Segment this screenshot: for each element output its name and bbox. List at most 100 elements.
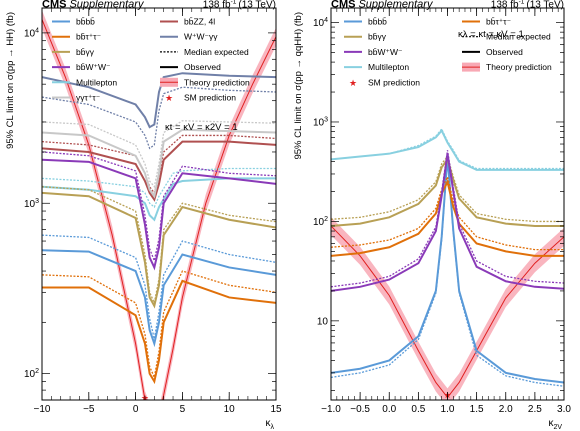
x-tick-label: −5 <box>83 404 95 415</box>
cms-header: CMS Supplementary <box>331 0 434 11</box>
legend-item-3: Median expected <box>462 32 551 42</box>
x-axis-label: κ2V <box>548 418 562 431</box>
y-tick-label: 102 <box>313 216 328 228</box>
lumi-label: 138 fb-1 (13 TeV) <box>491 0 564 11</box>
x-tick-label: 3.0 <box>557 404 571 415</box>
legend-item-5: Observed <box>462 47 523 57</box>
y-tick-base: 10 <box>313 217 325 228</box>
y-tick-base: 10 <box>24 28 36 39</box>
theory-line <box>42 19 276 400</box>
series-observed-0 <box>42 177 276 222</box>
x-tick-label: 10 <box>224 404 236 415</box>
x-tick-label: 0 <box>133 404 139 415</box>
legend-item-0: bb̄bb̄ <box>344 17 387 27</box>
chart-panel-1: ★−1.0 −0.5 0.0 0.5 1.0 1.5 2.0 2.5 3.01010210310… <box>293 0 571 431</box>
y-tick-exp: 2 <box>324 216 328 223</box>
legend-item-2: bb̄γγ <box>344 32 387 42</box>
energy-label: (13 TeV) <box>238 0 276 11</box>
x-axis-label: κλ <box>266 418 275 431</box>
x-axis-symbol: κ <box>266 418 272 429</box>
cms-label: CMS <box>42 0 66 11</box>
y-tick-label: 104 <box>313 17 328 29</box>
energy-label: (13 TeV) <box>526 0 564 11</box>
cms-header: CMS Supplementary <box>42 0 145 11</box>
legend-label: bb̄W⁺W⁻ <box>368 47 403 57</box>
series-expected-2 <box>331 174 564 251</box>
series-observed-0 <box>331 128 564 171</box>
series-expected-5 <box>42 186 276 306</box>
series-expected-4 <box>42 86 276 150</box>
supplementary-label: Supplementary <box>358 0 433 11</box>
x-tick-label: 0.0 <box>382 404 396 415</box>
cms-label: CMS <box>331 0 355 11</box>
legend-label: bb̄bb̄ <box>76 17 95 27</box>
y-tick-base: 10 <box>24 369 36 380</box>
legend-label: bb̄τ⁺τ⁻ <box>76 32 102 42</box>
series-expected-4 <box>331 150 564 288</box>
legend-item-6: Multilepton <box>344 62 409 72</box>
series-expected-1 <box>331 158 564 387</box>
series-observed-5 <box>42 191 276 309</box>
legend-item-3: W⁺W⁻γγ <box>160 32 218 42</box>
plot-area: ★ <box>42 10 276 400</box>
series-observed-1 <box>42 249 276 348</box>
legend-label: SM prediction <box>184 93 236 103</box>
x-tick-label: −10 <box>34 404 51 415</box>
y-tick-base: 10 <box>313 18 325 29</box>
series-expected-0 <box>42 167 276 209</box>
y-tick-base: 10 <box>313 117 325 128</box>
y-tick-exp: 4 <box>324 17 328 24</box>
y-tick-base: 10 <box>317 316 329 327</box>
x-tick-label: 15 <box>270 404 282 415</box>
lumi-exp: -1 <box>519 0 525 6</box>
lumi-value: 138 fb <box>203 0 231 11</box>
series-observed-3 <box>42 279 276 385</box>
legend-label: Multilepton <box>368 62 409 72</box>
legend-item-4: bb̄W⁺W⁻ <box>344 47 403 57</box>
legend-label: γγτ⁺τ⁻ <box>76 93 101 103</box>
legend-item-5: Median expected <box>160 47 249 57</box>
y-axis-label: 95% CL limit on σ(pp → HH) (fb) <box>5 12 16 149</box>
x-tick-label: 2.5 <box>528 404 542 415</box>
y-tick-exp: 4 <box>35 27 39 34</box>
series-expected-3 <box>42 270 276 380</box>
legend-label: bb̄ZZ, 4l <box>184 17 215 27</box>
supplementary-label: Supplementary <box>69 0 144 11</box>
y-tick-label: 104 <box>24 27 39 39</box>
legend-label: bb̄τ⁺τ⁻ <box>486 17 512 27</box>
x-tick-label: 2.0 <box>499 404 513 415</box>
legend-item-8: Multilepton <box>52 77 117 87</box>
legend-label: Observed <box>486 47 523 57</box>
legend-item-4: bb̄γγ <box>52 47 95 57</box>
x-tick-label: 0.5 <box>411 404 425 415</box>
y-tick-exp: 2 <box>35 368 39 375</box>
legend-swatch-star: ★ <box>349 78 357 88</box>
legend-swatch-star: ★ <box>165 93 173 103</box>
legend-item-0: bb̄bb̄ <box>52 17 95 27</box>
lumi-value: 138 fb <box>491 0 519 11</box>
y-tick-base: 10 <box>24 199 36 210</box>
legend-label: SM prediction <box>368 77 420 87</box>
legend-item-10: γγτ⁺τ⁻ <box>52 93 101 103</box>
x-axis-symbol: κ <box>548 418 554 429</box>
legend-label: W⁺W⁻γγ <box>184 32 218 42</box>
lumi-exp: -1 <box>231 0 237 6</box>
y-tick-label: 103 <box>24 198 39 210</box>
legend-item-8: ★ SM prediction <box>349 77 420 88</box>
series-observed-4 <box>331 153 564 292</box>
series-observed-2 <box>331 178 564 257</box>
legend-label: Observed <box>184 62 221 72</box>
y-tick-exp: 3 <box>324 116 328 123</box>
legend-label: bb̄W⁺W⁻ <box>76 62 111 72</box>
series-observed-6 <box>42 158 276 271</box>
legend-label: bb̄γγ <box>368 32 387 42</box>
x-tick-label: 1.0 <box>441 404 455 415</box>
y-tick-label: 10 <box>317 316 329 327</box>
y-tick-exp: 3 <box>35 198 39 205</box>
x-tick-label: 5 <box>180 404 186 415</box>
y-tick-label: 103 <box>313 116 328 128</box>
legend-item-2: bb̄τ⁺τ⁻ <box>52 32 102 42</box>
series-observed-7 <box>42 128 276 199</box>
x-axis-sub: λ <box>271 424 275 431</box>
